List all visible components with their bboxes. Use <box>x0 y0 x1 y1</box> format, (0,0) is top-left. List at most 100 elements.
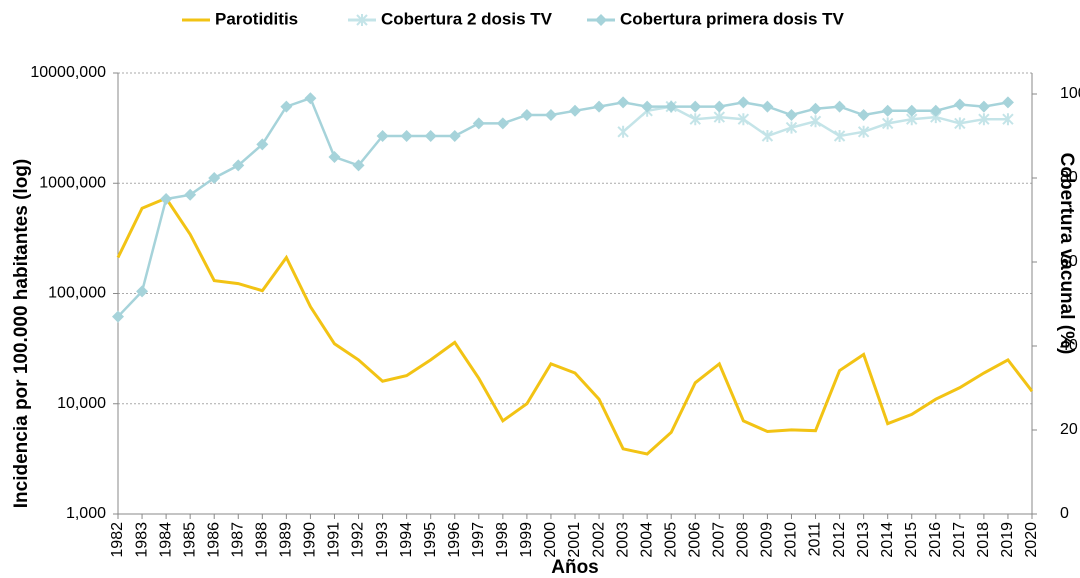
y-axis-title: Incidencia por 100.000 habitantes (log) <box>11 159 32 509</box>
marker <box>785 121 798 134</box>
marker <box>232 159 245 172</box>
legend-label: Cobertura primera dosis TV <box>620 9 845 28</box>
marker <box>761 100 774 113</box>
marker <box>761 130 774 142</box>
y-tick-label: 100,000 <box>48 285 106 302</box>
x-tick-label: 1995 <box>422 522 439 558</box>
marker <box>160 193 173 205</box>
x-tick-label: 1994 <box>398 522 415 558</box>
marker <box>595 14 607 26</box>
marker <box>809 115 822 128</box>
marker <box>520 109 533 121</box>
marker <box>280 100 293 113</box>
marker <box>617 96 630 109</box>
marker <box>689 100 702 113</box>
y2-tick-label: 100 <box>1060 85 1080 102</box>
marker <box>448 130 461 142</box>
x-tick-label: 2013 <box>855 522 872 558</box>
marker <box>356 14 368 26</box>
x-tick-label: 1984 <box>157 522 174 558</box>
marker <box>472 117 485 130</box>
marker <box>977 100 990 113</box>
x-tick-label: 2005 <box>662 522 679 558</box>
y2-tick-label: 20 <box>1060 421 1078 438</box>
x-tick-label: 2010 <box>783 522 800 558</box>
x-tick-label: 2001 <box>566 522 583 558</box>
marker <box>978 113 990 126</box>
x-tick-label: 2018 <box>975 522 992 558</box>
x-tick-label: 1989 <box>278 522 295 558</box>
y-tick-label: 10,000 <box>57 395 106 412</box>
y-tick-label: 1000,000 <box>39 174 106 191</box>
marker <box>905 104 918 117</box>
x-tick-label: 2011 <box>807 522 824 557</box>
x-tick-label: 2006 <box>686 522 703 558</box>
x-tick-label: 1986 <box>205 522 222 558</box>
y2-tick-label: 0 <box>1060 505 1069 522</box>
marker <box>929 104 942 117</box>
marker <box>184 188 197 201</box>
marker <box>857 125 870 138</box>
marker <box>593 100 606 113</box>
marker <box>1001 96 1014 109</box>
marker <box>737 113 750 126</box>
x-tick-label: 1996 <box>446 522 463 558</box>
x-tick-label: 2016 <box>927 522 944 558</box>
y2-axis-title: Cobertura vacunal (%) <box>1056 153 1077 355</box>
marker <box>785 109 798 121</box>
marker <box>617 125 629 138</box>
marker <box>954 117 966 130</box>
marker <box>569 104 581 117</box>
x-tick-label: 1992 <box>350 522 367 558</box>
x-tick-label: 2020 <box>1023 522 1040 558</box>
y-tick-label: 1,000 <box>66 505 106 522</box>
marker <box>833 100 846 113</box>
x-tick-label: 1991 <box>326 522 343 558</box>
x-tick-label: 1993 <box>374 522 391 558</box>
x-tick-label: 2003 <box>614 522 631 558</box>
x-axis-title: Años <box>551 557 599 578</box>
x-tick-label: 2007 <box>711 522 728 558</box>
x-tick-label: 1983 <box>133 522 150 558</box>
marker <box>304 92 317 105</box>
y2-tick-label: 60 <box>1060 253 1078 270</box>
marker <box>689 113 701 126</box>
x-tick-label: 1999 <box>518 522 535 558</box>
y2-tick-label: 40 <box>1060 337 1078 354</box>
marker <box>424 130 437 142</box>
marker <box>328 151 341 163</box>
x-tick-label: 2008 <box>735 522 752 558</box>
y2-tick-label: 80 <box>1060 169 1078 186</box>
markers <box>112 92 1014 323</box>
y-tick-label: 10000,000 <box>30 64 106 81</box>
x-tick-label: 2019 <box>999 522 1016 558</box>
x-tick-label: 2004 <box>638 522 655 558</box>
markers <box>617 100 1014 142</box>
x-tick-label: 2017 <box>951 522 968 558</box>
marker <box>136 285 149 298</box>
x-tick-label: 1998 <box>494 522 511 558</box>
marker <box>208 172 221 184</box>
x-tick-label: 1988 <box>254 522 271 558</box>
x-tick-label: 2012 <box>831 522 848 558</box>
marker <box>544 109 557 121</box>
marker <box>112 310 124 323</box>
x-tick-label: 2002 <box>590 522 607 558</box>
legend-label: Cobertura 2 dosis TV <box>381 9 553 28</box>
x-tick-label: 2009 <box>759 522 776 558</box>
marker <box>809 102 822 115</box>
marker <box>737 96 750 109</box>
marker <box>256 138 269 151</box>
x-tick-label: 1990 <box>302 522 319 558</box>
marker <box>665 100 678 113</box>
marker <box>352 159 365 172</box>
x-tick-label: 2000 <box>542 522 559 558</box>
series-line <box>117 96 1009 318</box>
legend-label: Parotiditis <box>215 9 298 28</box>
x-tick-label: 1987 <box>229 522 246 558</box>
marker <box>833 130 846 142</box>
marker <box>376 130 389 142</box>
series-line <box>116 196 1034 456</box>
